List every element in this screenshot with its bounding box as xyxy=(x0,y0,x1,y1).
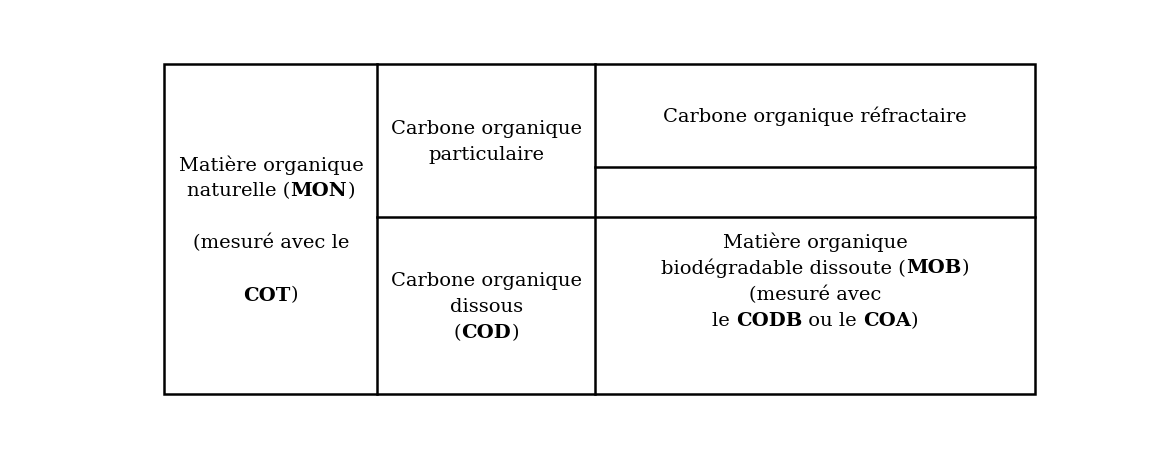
Text: (: ( xyxy=(454,323,461,341)
Text: naturelle (: naturelle ( xyxy=(187,182,290,200)
Text: MON: MON xyxy=(290,182,347,200)
Text: dissous: dissous xyxy=(449,297,523,315)
Text: (mesuré avec le: (mesuré avec le xyxy=(193,233,349,252)
Text: Matière organique: Matière organique xyxy=(179,155,364,174)
Text: Matière organique: Matière organique xyxy=(723,232,908,252)
Text: ): ) xyxy=(910,311,918,329)
Text: Carbone organique: Carbone organique xyxy=(391,119,581,137)
Text: ): ) xyxy=(347,182,355,200)
Text: Carbone organique réfractaire: Carbone organique réfractaire xyxy=(663,106,966,126)
Text: COD: COD xyxy=(461,323,511,341)
Text: ou le: ou le xyxy=(803,311,863,329)
Text: ): ) xyxy=(962,259,969,277)
Text: ): ) xyxy=(291,286,298,304)
Text: ): ) xyxy=(511,323,518,341)
Text: le: le xyxy=(711,311,736,329)
Text: CODB: CODB xyxy=(736,311,803,329)
Text: particulaire: particulaire xyxy=(428,145,544,163)
Text: Carbone organique: Carbone organique xyxy=(391,271,581,289)
Text: COA: COA xyxy=(863,311,910,329)
Text: MOB: MOB xyxy=(906,259,962,277)
Text: biodégradable dissoute (: biodégradable dissoute ( xyxy=(661,258,906,278)
Text: COT: COT xyxy=(243,286,291,304)
Text: (mesuré avec: (mesuré avec xyxy=(749,285,881,303)
